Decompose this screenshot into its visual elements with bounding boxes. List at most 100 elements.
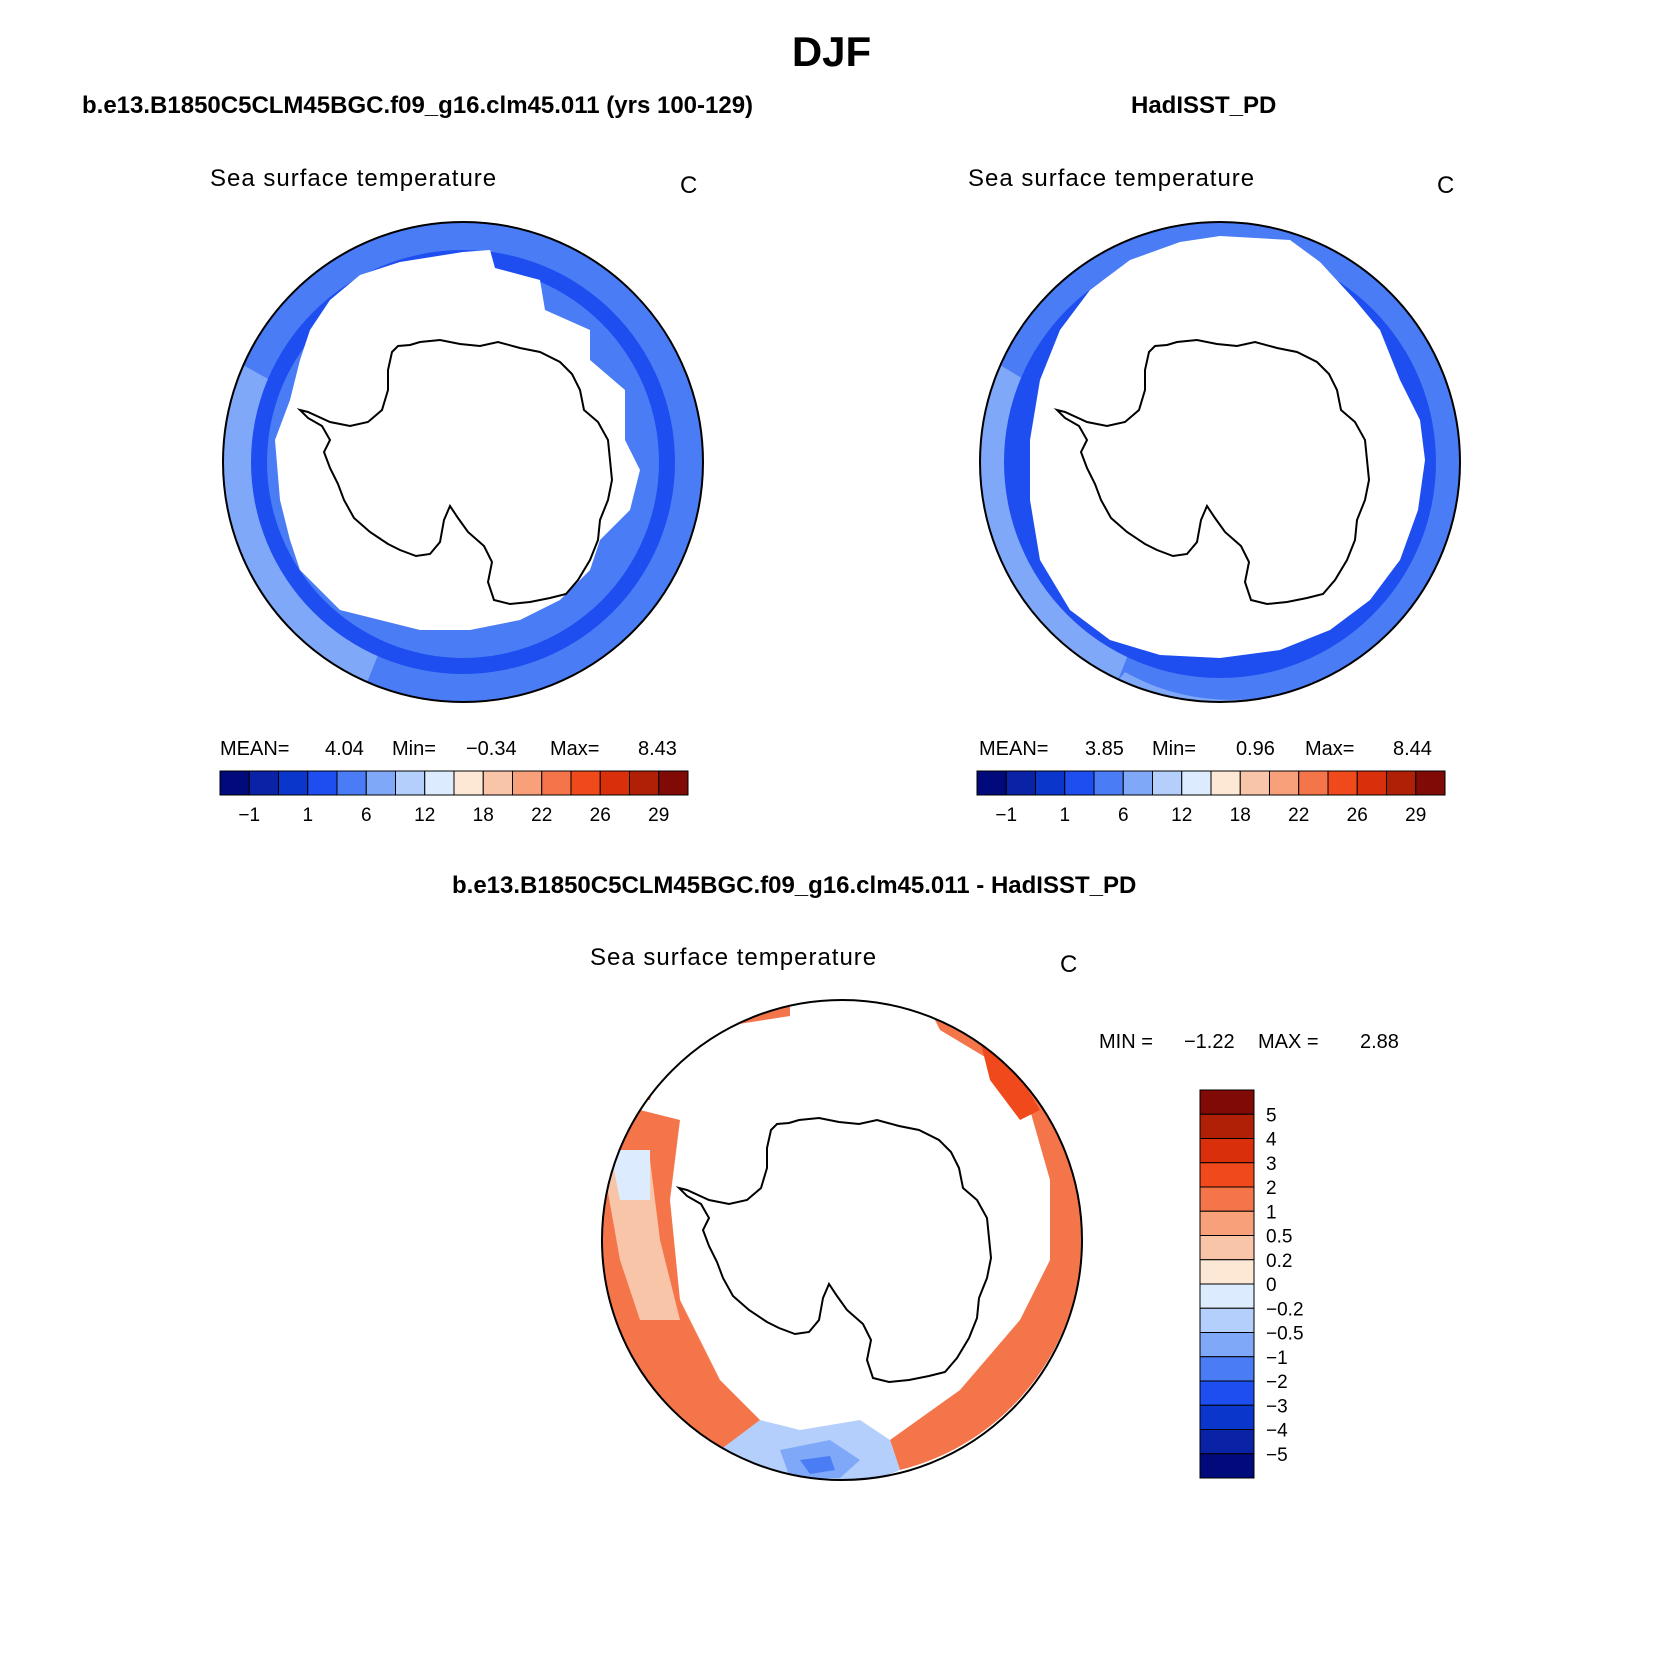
model-warm-band bbox=[223, 365, 380, 700]
model-case-title: b.e13.B1850C5CLM45BGC.f09_g16.clm45.011 … bbox=[82, 92, 754, 119]
model-max-label: Max= bbox=[550, 738, 600, 760]
obs-colorbar-box bbox=[1356, 770, 1387, 796]
obs-warm-band bbox=[980, 365, 1130, 700]
diff-colorbar-tick-label: −0.5 bbox=[1266, 1324, 1304, 1345]
model-plot-title: Sea surface temperature bbox=[210, 165, 498, 192]
diff-colorbar-tick-label: 5 bbox=[1266, 1105, 1277, 1126]
diff-colorbar-tick-label: 1 bbox=[1266, 1202, 1277, 1223]
diff-colorbar-box bbox=[1199, 1429, 1255, 1455]
model-colorbar-box bbox=[453, 770, 484, 796]
obs-colorbar-box bbox=[1210, 770, 1241, 796]
obs-colorbar-box bbox=[976, 770, 1007, 796]
diff-case-title: b.e13.B1850C5CLM45BGC.f09_g16.clm45.011 … bbox=[452, 872, 1137, 899]
diff-colorbar-tick-label: −1 bbox=[1266, 1348, 1288, 1369]
model-map bbox=[223, 222, 703, 702]
obs-min-value: 0.96 bbox=[1236, 738, 1275, 760]
obs-plot-title: Sea surface temperature bbox=[968, 165, 1256, 192]
model-colorbar-box bbox=[599, 770, 630, 796]
obs-colorbar-box bbox=[1386, 770, 1417, 796]
diff-colorbar-box bbox=[1199, 1186, 1255, 1212]
diff-colorbar-tick-label: −3 bbox=[1266, 1396, 1288, 1417]
obs-colorbar-tick-label: 12 bbox=[1171, 805, 1192, 826]
model-colorbar-tick-label: −1 bbox=[238, 805, 260, 826]
obs-colorbar-box bbox=[1122, 770, 1153, 796]
model-colorbar-tick-label: 26 bbox=[590, 805, 611, 826]
diff-colorbar-tick-label: 0.2 bbox=[1266, 1251, 1292, 1272]
diff-colorbar-tick-label: 2 bbox=[1266, 1178, 1277, 1199]
diff-colorbar-box bbox=[1199, 1162, 1255, 1188]
diff-east-warm bbox=[890, 1010, 1082, 1470]
diff-colorbar-box bbox=[1199, 1210, 1255, 1236]
obs-case-title: HadISST_PD bbox=[1131, 92, 1277, 119]
obs-sea-ice-mask bbox=[1030, 236, 1425, 658]
obs-colorbar-tick-label: 1 bbox=[1059, 805, 1070, 826]
diff-background bbox=[602, 1000, 1082, 1480]
model-colorbar: −1 1 6 12 18 22 26 29 bbox=[219, 770, 689, 826]
obs-colorbar-box bbox=[1064, 770, 1095, 796]
obs-max-label: Max= bbox=[1305, 738, 1355, 760]
diff-colorbar-box bbox=[1199, 1235, 1255, 1261]
obs-units: C bbox=[1437, 172, 1455, 199]
obs-colorbar-box bbox=[1327, 770, 1358, 796]
diff-south-coldest bbox=[800, 1456, 835, 1474]
obs-map bbox=[980, 222, 1460, 702]
model-map-border bbox=[222, 221, 704, 703]
model-colorbar-tick-label: 1 bbox=[302, 805, 313, 826]
obs-colorbar-tick-label: 6 bbox=[1118, 805, 1129, 826]
model-colorbar-box bbox=[365, 770, 396, 796]
model-colorbar-box bbox=[307, 770, 338, 796]
obs-colorbar-box bbox=[1152, 770, 1183, 796]
model-mean-value: 4.04 bbox=[325, 738, 364, 760]
diff-colorbar-box bbox=[1199, 1404, 1255, 1430]
model-max-value: 8.43 bbox=[638, 738, 677, 760]
figure-title: DJF bbox=[791, 28, 872, 75]
obs-colorbar-box bbox=[1035, 770, 1066, 796]
diff-colorbar-box bbox=[1199, 1356, 1255, 1382]
diff-east-hot bbox=[980, 1040, 1040, 1120]
model-colorbar-box bbox=[424, 770, 455, 796]
diff-map-border bbox=[601, 999, 1083, 1481]
model-colorbar-tick-label: 18 bbox=[473, 805, 494, 826]
obs-colorbar-box bbox=[1298, 770, 1329, 796]
diff-colorbar-box bbox=[1199, 1113, 1255, 1139]
model-colorbar-box bbox=[219, 770, 250, 796]
obs-colorbar-box bbox=[1269, 770, 1300, 796]
diff-max-value: 2.88 bbox=[1360, 1031, 1399, 1053]
diff-colorbar-tick-label: −2 bbox=[1266, 1372, 1288, 1393]
model-colorbar-box bbox=[541, 770, 572, 796]
model-colorbar-box bbox=[248, 770, 279, 796]
model-colorbar-box bbox=[629, 770, 660, 796]
diff-colorbar: 5 4 3 2 1 0.5 0.2 0 −0.2 −0.5 −1 −2 −3 −4 −5 bbox=[1199, 1089, 1304, 1479]
obs-colorbar-tick-label: 22 bbox=[1288, 805, 1309, 826]
diff-units: C bbox=[1060, 951, 1078, 978]
obs-colorbar-box bbox=[1239, 770, 1270, 796]
diff-min-value: −1.22 bbox=[1184, 1031, 1235, 1053]
diff-colorbar-tick-label: 4 bbox=[1266, 1130, 1277, 1151]
model-mean-label: MEAN= bbox=[220, 738, 290, 760]
obs-colorbar-tick-label: 26 bbox=[1347, 805, 1368, 826]
model-colorbar-box bbox=[395, 770, 426, 796]
model-colorbar-box bbox=[658, 770, 689, 796]
model-colorbar-tick-label: 6 bbox=[361, 805, 372, 826]
model-colorbar-box bbox=[512, 770, 543, 796]
diff-colorbar-box bbox=[1199, 1259, 1255, 1285]
diff-colorbar-tick-label: −0.2 bbox=[1266, 1299, 1304, 1320]
model-colorbar-box bbox=[570, 770, 601, 796]
model-units: C bbox=[680, 172, 698, 199]
obs-mean-value: 3.85 bbox=[1085, 738, 1124, 760]
diff-colorbar-box bbox=[1199, 1332, 1255, 1358]
model-sea-ice-mask bbox=[275, 250, 640, 630]
obs-max-value: 8.44 bbox=[1393, 738, 1432, 760]
obs-map-border bbox=[979, 221, 1461, 703]
model-colorbar-tick-label: 12 bbox=[414, 805, 435, 826]
diff-colorbar-tick-label: 0 bbox=[1266, 1275, 1277, 1296]
model-colorbar-tick-label: 29 bbox=[648, 805, 669, 826]
obs-mean-label: MEAN= bbox=[979, 738, 1049, 760]
model-colorbar-tick-label: 22 bbox=[531, 805, 552, 826]
diff-colorbar-box bbox=[1199, 1453, 1255, 1479]
diff-colorbar-box bbox=[1199, 1283, 1255, 1309]
obs-colorbar-tick-label: 29 bbox=[1405, 805, 1426, 826]
diff-west-cool bbox=[610, 1150, 650, 1200]
obs-colorbar-box bbox=[1415, 770, 1446, 796]
